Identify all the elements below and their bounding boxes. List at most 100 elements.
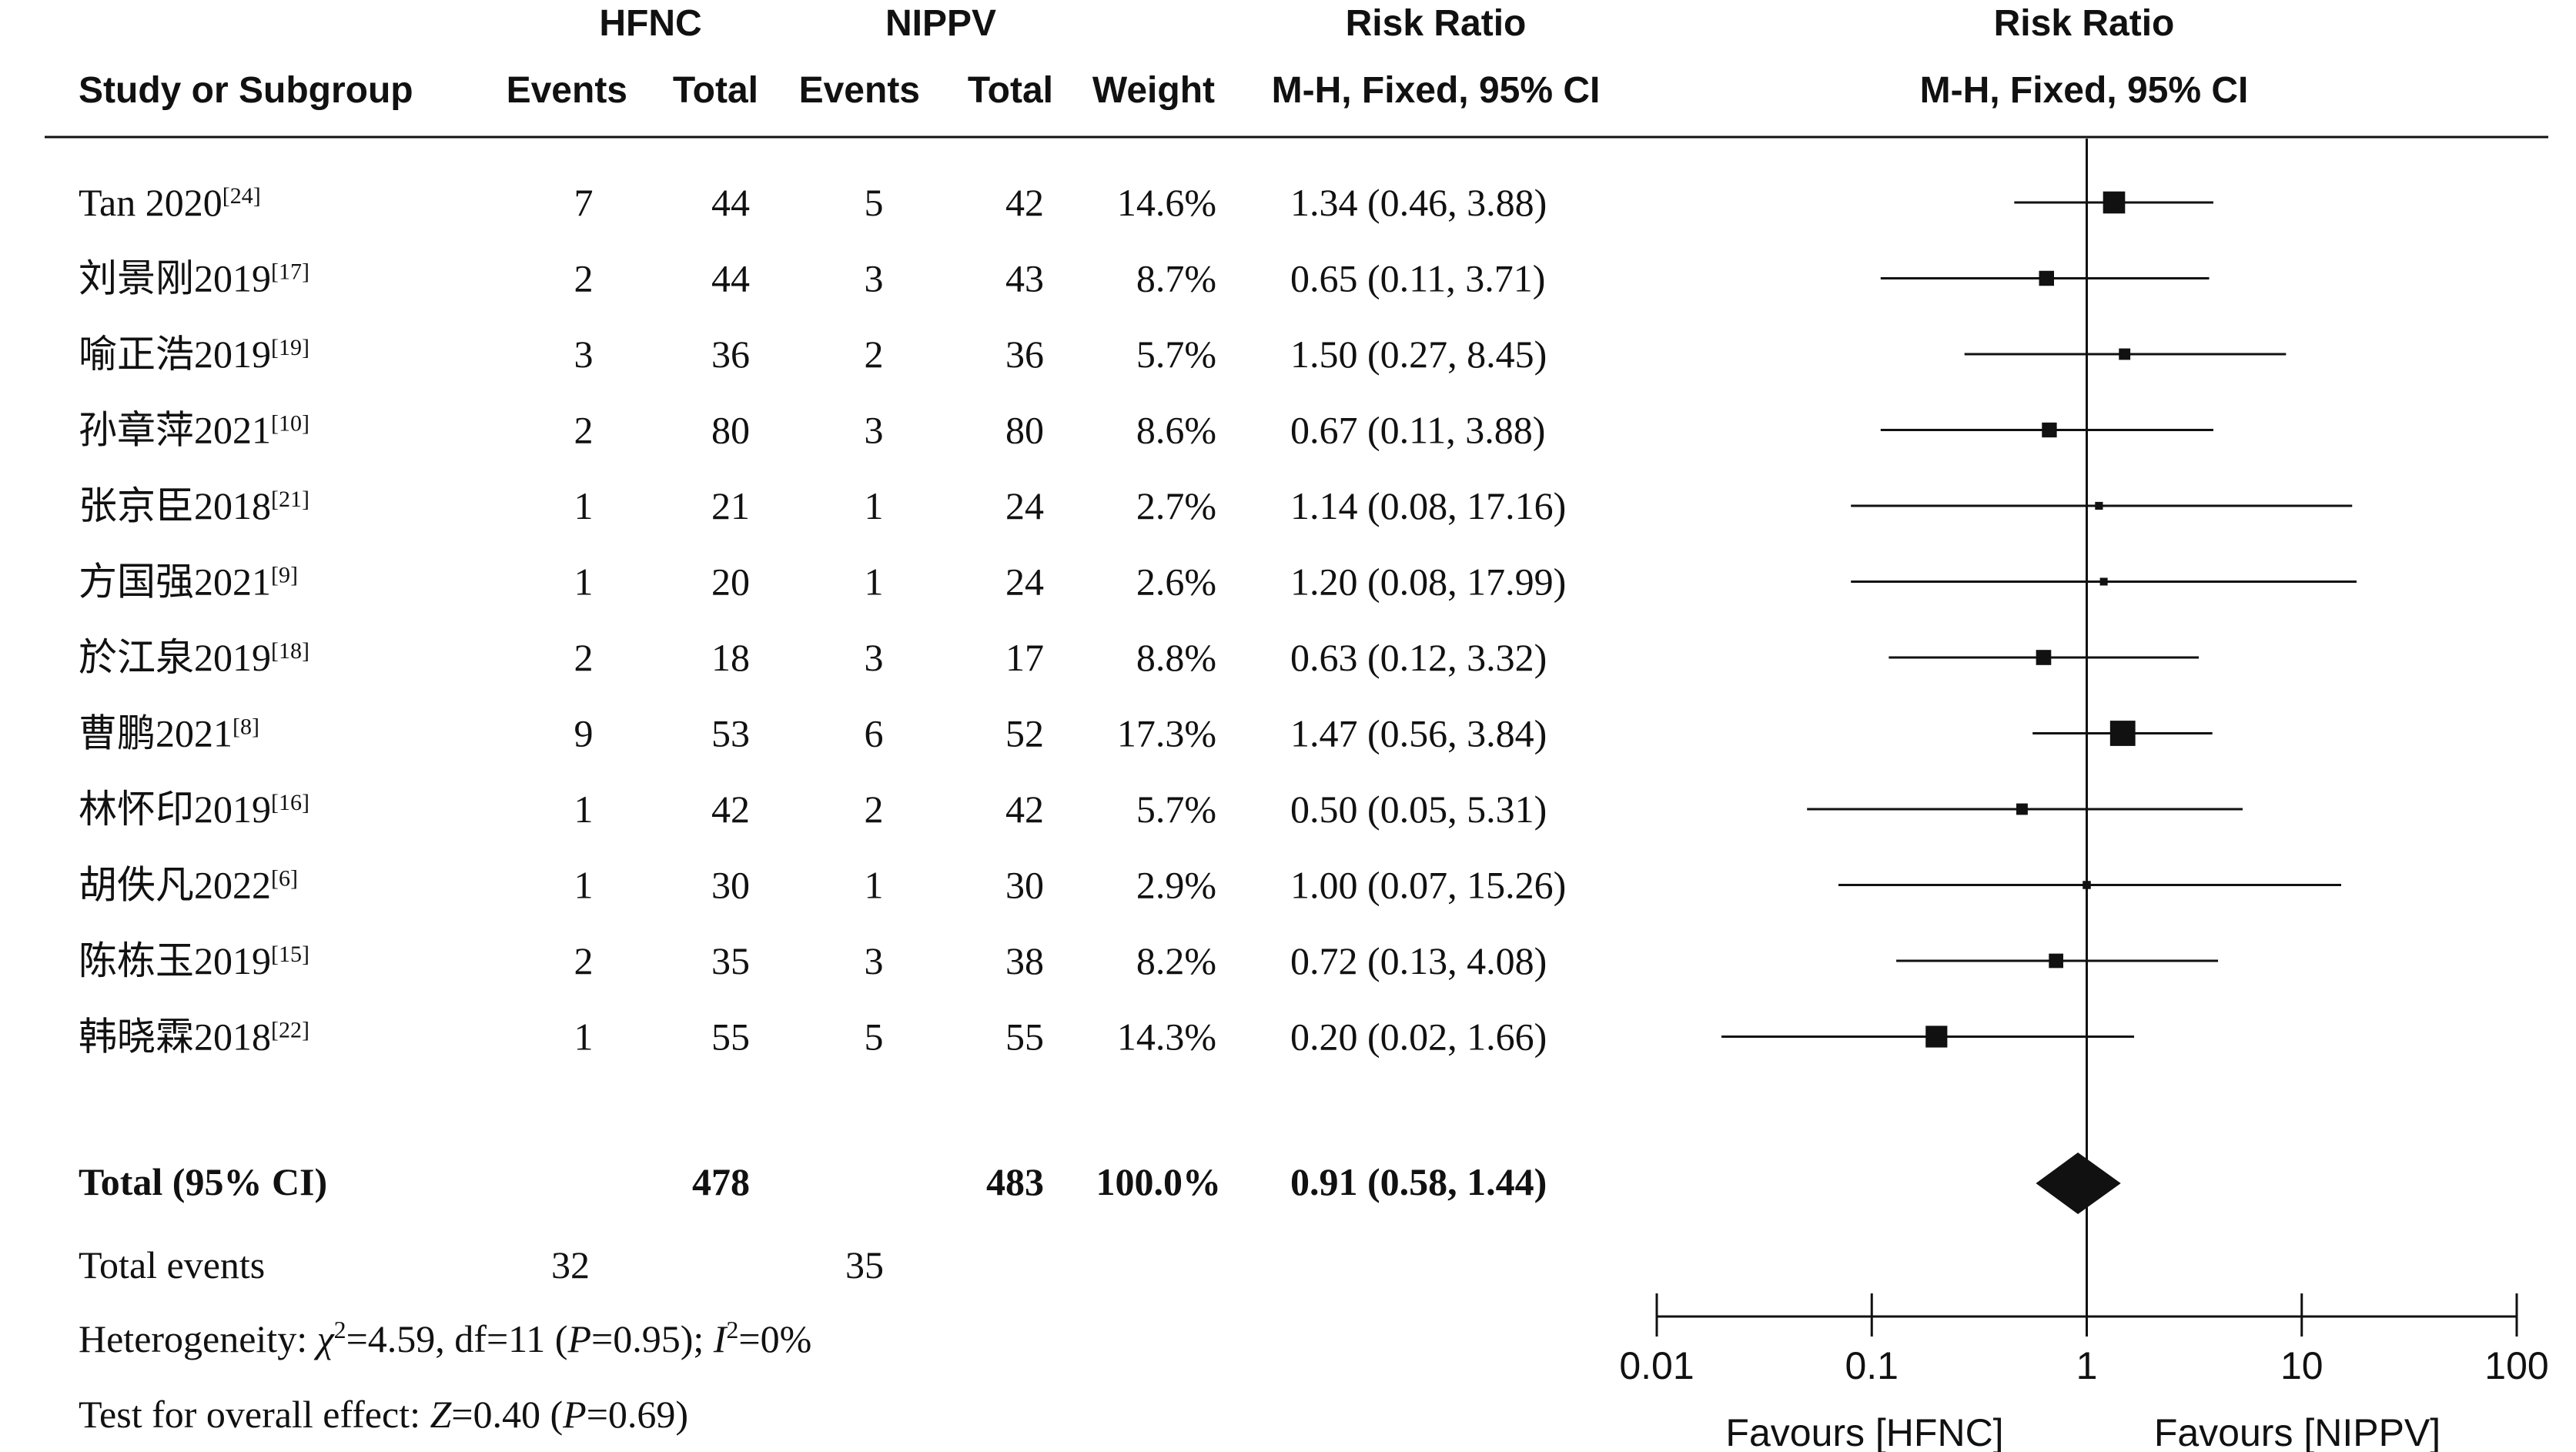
hfnc-events-cell: 1: [574, 1015, 594, 1059]
hfnc-events-cell: 1: [574, 788, 594, 831]
axis-tick-label: 10: [2280, 1344, 2323, 1387]
overall-effect-text: Test for overall effect: Z=0.40 (P=0.69): [79, 1393, 688, 1436]
ci-cell: 1.00 (0.07, 15.26): [1290, 864, 1566, 907]
study-name: 陈栋玉2019[15]: [79, 939, 309, 982]
study-name: 方国强2021[9]: [79, 560, 298, 604]
ci-cell: 0.50 (0.05, 5.31): [1290, 788, 1547, 831]
hfnc-total-cell: 80: [711, 409, 750, 452]
nippv-total-cell: 55: [1005, 1015, 1044, 1059]
header-hfnc: HFNC: [599, 3, 701, 44]
point-estimate: [2042, 422, 2057, 438]
hfnc-events-cell: 2: [574, 409, 594, 452]
header-method-column: M-H, Fixed, 95% CI: [1272, 70, 1601, 111]
hfnc-events-cell: 2: [574, 257, 594, 300]
point-estimate: [2039, 270, 2054, 286]
total-weight: 100.0%: [1096, 1160, 1222, 1203]
header-hfnc-events: Events: [507, 70, 627, 111]
ci-cell: 0.72 (0.13, 4.08): [1290, 939, 1547, 982]
ci-cell: 1.20 (0.08, 17.99): [1290, 560, 1566, 604]
point-estimate: [2016, 803, 2028, 815]
axis-tick-label: 100: [2484, 1344, 2548, 1387]
study-name: 刘景刚2019[17]: [79, 257, 309, 300]
nippv-total-cell: 43: [1005, 257, 1044, 300]
study-name: 於江泉2019[18]: [79, 636, 309, 679]
study-rows: Tan 2020[24] 7 44 5 42 14.6% 1.34 (0.46, 3.88)…: [79, 181, 1566, 1059]
nippv-events-cell: 1: [865, 864, 884, 907]
point-estimate: [2103, 191, 2126, 214]
hfnc-events-cell: 1: [574, 864, 594, 907]
weight-cell: 14.6%: [1117, 181, 1216, 224]
weight-cell: 2.6%: [1136, 560, 1216, 604]
nippv-total-cell: 24: [1005, 484, 1044, 527]
plot-marks: 0.01 0.1 1 10 100: [1619, 139, 2549, 1387]
nippv-total-cell: 17: [1005, 636, 1044, 679]
header-risk-ratio-plot: Risk Ratio: [1994, 3, 2175, 44]
hfnc-total-cell: 44: [711, 181, 750, 224]
header-weight: Weight: [1092, 70, 1215, 111]
nippv-total-cell: 36: [1005, 333, 1044, 376]
study-name: 喻正浩2019[19]: [79, 333, 309, 376]
ci-cell: 0.67 (0.11, 3.88): [1290, 409, 1545, 452]
axis-tick-label: 1: [2076, 1344, 2098, 1387]
weight-cell: 5.7%: [1136, 333, 1216, 376]
nippv-events-cell: 3: [865, 636, 884, 679]
point-estimate: [2119, 348, 2131, 360]
study-name: 张京臣2018[21]: [79, 484, 309, 527]
study-name: 韩晓霖2018[22]: [79, 1015, 309, 1059]
point-estimate: [2109, 721, 2136, 746]
total-ci: 0.91 (0.58, 1.44): [1290, 1160, 1547, 1203]
ci-cell: 0.63 (0.12, 3.32): [1290, 636, 1547, 679]
ci-cell: 1.50 (0.27, 8.45): [1290, 333, 1547, 376]
hfnc-events-cell: 2: [574, 939, 594, 982]
nippv-events-cell: 1: [865, 484, 884, 527]
weight-cell: 14.3%: [1117, 1015, 1216, 1059]
total-events-nippv: 35: [845, 1243, 884, 1286]
nippv-total-cell: 24: [1005, 560, 1044, 604]
weight-cell: 5.7%: [1136, 788, 1216, 831]
study-name: 林怀印2019[16]: [79, 788, 309, 831]
weight-cell: 8.6%: [1136, 409, 1216, 452]
point-estimate: [1925, 1025, 1948, 1048]
point-estimate: [2083, 881, 2091, 889]
header-method-plot: M-H, Fixed, 95% CI: [1920, 70, 2249, 111]
hfnc-total-cell: 44: [711, 257, 750, 300]
point-estimate: [2049, 953, 2064, 969]
hfnc-total-cell: 35: [711, 939, 750, 982]
header-nippv: NIPPV: [885, 3, 996, 44]
hfnc-total-cell: 36: [711, 333, 750, 376]
weight-cell: 17.3%: [1117, 712, 1216, 755]
hfnc-total-cell: 55: [711, 1015, 750, 1059]
nippv-events-cell: 6: [865, 712, 884, 755]
total-events-label: Total events: [79, 1243, 265, 1286]
heterogeneity-text: Heterogeneity: χ2=4.59, df=11 (P=0.95); …: [79, 1316, 811, 1360]
point-estimate: [2099, 577, 2108, 586]
nippv-total-cell: 38: [1005, 939, 1044, 982]
point-estimate: [2095, 501, 2103, 510]
header-risk-ratio-column: Risk Ratio: [1346, 3, 1527, 44]
hfnc-total-cell: 21: [711, 484, 750, 527]
point-estimate: [2036, 650, 2052, 665]
nippv-events-cell: 5: [865, 1015, 884, 1059]
pooled-diamond: [2036, 1153, 2121, 1214]
nippv-total-cell: 30: [1005, 864, 1044, 907]
weight-cell: 2.7%: [1136, 484, 1216, 527]
ci-cell: 0.65 (0.11, 3.71): [1290, 257, 1545, 300]
hfnc-events-cell: 1: [574, 560, 594, 604]
nippv-total-cell: 42: [1005, 788, 1044, 831]
nippv-events-cell: 3: [865, 257, 884, 300]
weight-cell: 2.9%: [1136, 864, 1216, 907]
axis-tick-label: 0.1: [1845, 1344, 1899, 1387]
total-hfnc: 478: [692, 1160, 750, 1203]
study-name: Tan 2020[24]: [79, 181, 261, 224]
nippv-total-cell: 80: [1005, 409, 1044, 452]
nippv-events-cell: 3: [865, 409, 884, 452]
ci-cell: 1.14 (0.08, 17.16): [1290, 484, 1566, 527]
nippv-events-cell: 2: [865, 333, 884, 376]
weight-cell: 8.8%: [1136, 636, 1216, 679]
nippv-total-cell: 52: [1005, 712, 1044, 755]
weight-cell: 8.2%: [1136, 939, 1216, 982]
ci-cell: 1.34 (0.46, 3.88): [1290, 181, 1547, 224]
nippv-events-cell: 5: [865, 181, 884, 224]
study-name: 曹鹏2021[8]: [79, 712, 259, 755]
